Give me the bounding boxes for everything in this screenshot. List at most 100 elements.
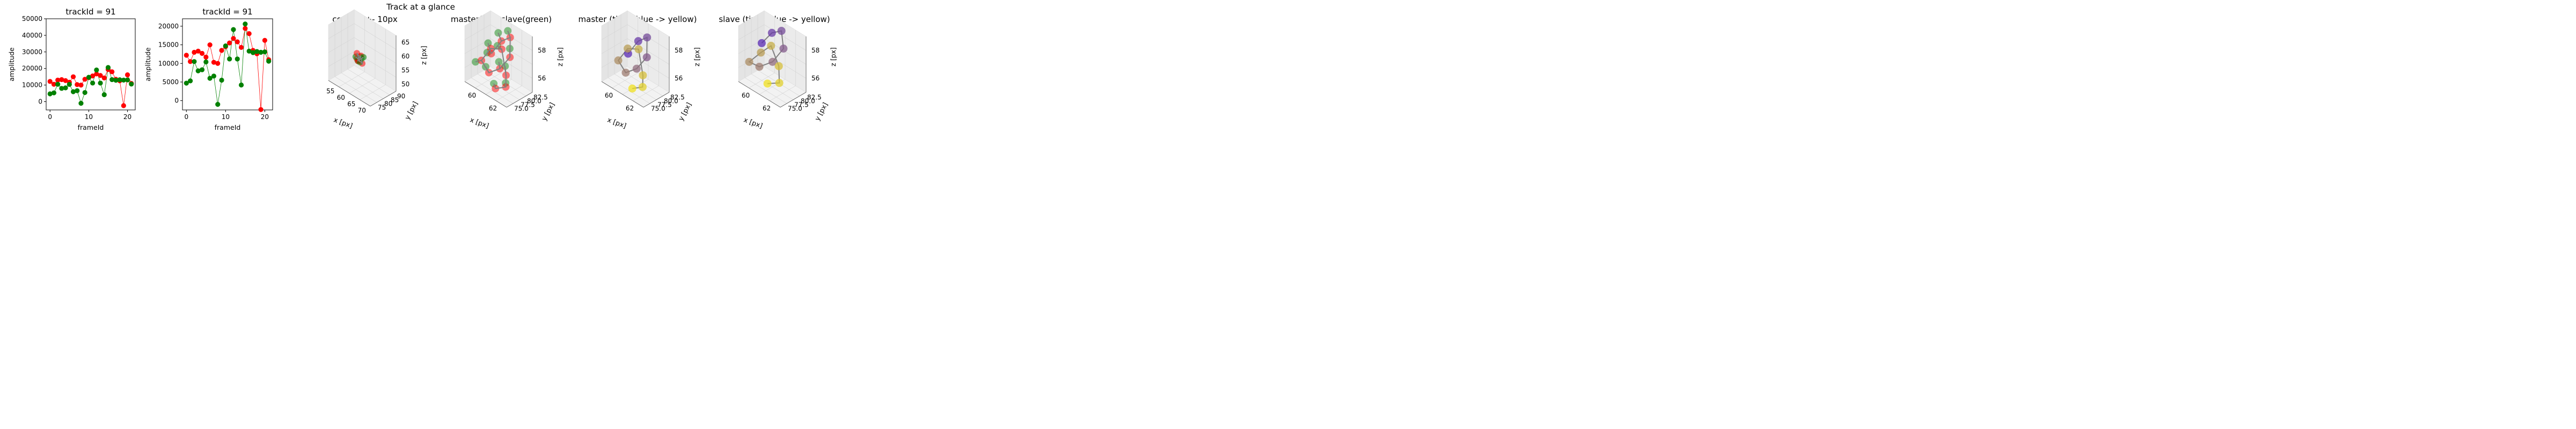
z-tick-label: 56 — [811, 75, 819, 82]
slave-point — [235, 56, 240, 62]
slave-point — [94, 67, 99, 73]
slave-point — [101, 92, 107, 98]
master-point — [195, 48, 201, 54]
master-point — [101, 75, 107, 80]
link-line — [493, 83, 496, 89]
plot5-xlabel: x [px] — [606, 115, 627, 130]
y-tick-label: 85 — [391, 97, 399, 104]
master-time-3d-plot: master (time: blue -> yellow) 606275.077… — [579, 10, 701, 130]
slave-point — [254, 49, 260, 54]
amplitude-plot-1: trackId = 91 frameId amplitude 0 10 20 0 10… — [8, 7, 136, 131]
master-time-point — [624, 44, 632, 53]
series-line — [50, 67, 132, 104]
plot3-zlabel: z [px] — [420, 46, 428, 65]
slave-point — [199, 67, 205, 72]
slave-point — [504, 27, 512, 35]
x-tick-label: 55 — [326, 87, 334, 95]
master-point — [109, 69, 115, 75]
slave-point — [55, 82, 61, 87]
master-time-point — [621, 68, 630, 77]
slave-time-point — [745, 57, 753, 66]
master-point — [98, 73, 103, 78]
x-tick-label: 62 — [489, 105, 497, 112]
x-tick-label: 60 — [742, 92, 750, 99]
slave-time-point — [767, 41, 775, 50]
plot2-ylabel: amplitude — [144, 47, 152, 81]
z-tick-label: 58 — [538, 47, 546, 54]
slave-point — [82, 90, 87, 95]
slave-point — [246, 48, 252, 54]
master-point — [211, 60, 217, 65]
slave-time-point — [757, 39, 766, 47]
plot2-yticks: 0 5000 10000 15000 20000 — [158, 23, 182, 105]
y-tick-label: 75 — [378, 104, 386, 112]
master-time-point — [614, 56, 623, 65]
plot6-xlabel: x [px] — [743, 115, 764, 130]
master-point — [246, 31, 252, 36]
master-point — [258, 107, 264, 112]
track-line — [480, 36, 511, 90]
slave-point — [215, 101, 221, 107]
slave-point — [121, 77, 126, 83]
y-tick-label: 20000 — [22, 65, 42, 72]
link-line — [487, 43, 492, 54]
figure-suptitle: Track at a glance — [386, 2, 455, 12]
slave-point — [59, 86, 64, 91]
master-point — [63, 78, 68, 83]
y-tick-label: 5000 — [162, 78, 179, 86]
master-point — [78, 83, 84, 88]
slave-time-point — [767, 28, 776, 37]
slave-point — [63, 85, 68, 91]
y-tick-label: 80.0 — [664, 98, 678, 105]
grid-line — [464, 38, 491, 54]
z-tick-label: 55 — [401, 66, 409, 74]
axis-line — [643, 92, 670, 108]
y-tick-label: 75.0 — [788, 105, 802, 113]
y-tick-label: 0 — [38, 98, 42, 106]
master-point — [207, 42, 213, 48]
plot2-title: trackId = 91 — [202, 7, 252, 17]
x-tick-label: 10 — [85, 113, 93, 121]
plot1-title: trackId = 91 — [65, 7, 115, 17]
link-line — [475, 60, 482, 63]
y-tick-label: 82.5 — [670, 94, 685, 101]
grid-line — [328, 23, 355, 39]
slave-point — [90, 80, 96, 86]
figure: Track at a glance trackId = 91 frameId a… — [8, 2, 837, 131]
grid-line — [770, 85, 796, 101]
plot4-marks — [472, 27, 514, 93]
axis-line — [328, 80, 371, 107]
master-point — [121, 103, 126, 108]
plot1-xlabel: frameId — [78, 123, 104, 131]
z-tick-label: 65 — [401, 39, 409, 46]
slave-point — [113, 78, 119, 83]
slave-point — [109, 77, 115, 83]
master-point — [184, 53, 189, 58]
plot3-xlabel: x [px] — [333, 115, 354, 130]
slave-point — [207, 76, 213, 81]
slave-point — [184, 80, 189, 86]
master-point — [125, 72, 130, 78]
plot1-marks — [47, 65, 134, 108]
grid-line — [354, 37, 397, 64]
y-tick-label: 0 — [174, 97, 179, 105]
slave-point — [47, 91, 53, 97]
master-point — [90, 73, 96, 79]
plot5-ticks: 60 62 75.077.580.082.5 56 58 — [605, 47, 685, 113]
x-tick-label: 65 — [347, 100, 355, 108]
grid-line — [347, 69, 390, 95]
slave-point — [192, 59, 197, 64]
plot2-frame — [182, 18, 273, 110]
y-tick-label: 80 — [384, 100, 392, 108]
slave-time-point — [755, 62, 764, 71]
master-time-point — [639, 71, 647, 79]
master-point — [192, 49, 197, 55]
slave-point — [188, 78, 193, 84]
master-point — [70, 74, 76, 79]
master-point — [227, 40, 232, 46]
y-tick-label: 10000 — [22, 82, 42, 89]
y-tick-label: 77.5 — [794, 101, 809, 109]
plot4-xlabel: x [px] — [469, 115, 490, 130]
